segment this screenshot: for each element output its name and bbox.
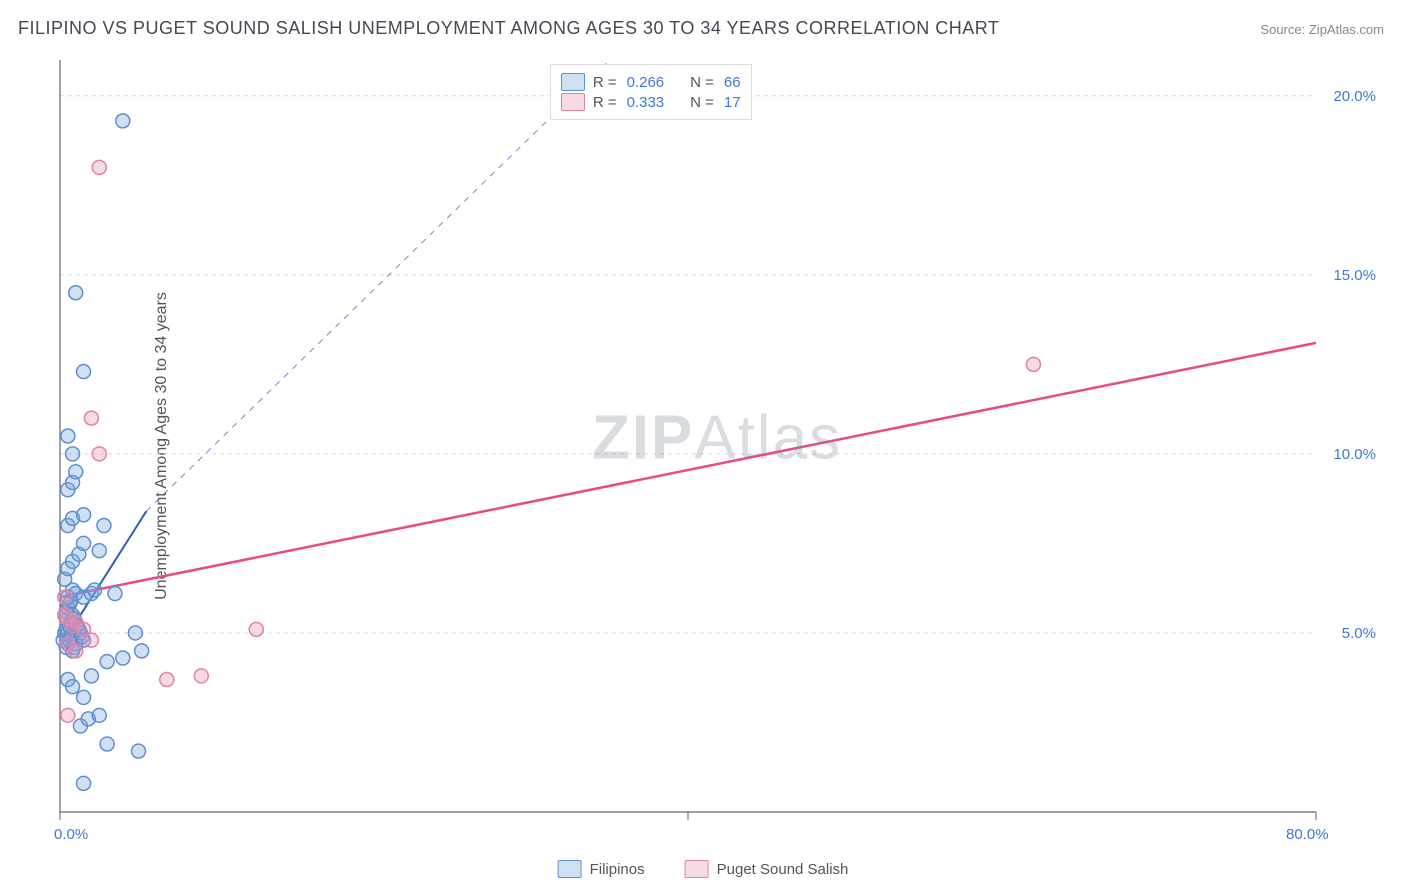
legend-label: Puget Sound Salish <box>717 861 849 878</box>
plot-area: 5.0%10.0%15.0%20.0% ZIPAtlas R =0.266N =… <box>48 48 1386 842</box>
scatter-plot-svg: 5.0% 10.0% 15.0% 20.0% <box>48 48 1386 842</box>
x-axis-max-label: 80.0% <box>1286 826 1329 843</box>
series-legend: Filipinos Puget Sound Salish <box>558 860 849 878</box>
svg-text:15.0%: 15.0% <box>1333 267 1376 284</box>
x-axis-origin-label: 0.0% <box>54 826 88 843</box>
chart-title: FILIPINO VS PUGET SOUND SALISH UNEMPLOYM… <box>18 18 999 39</box>
legend-item-salish: Puget Sound Salish <box>685 860 849 878</box>
svg-text:20.0%: 20.0% <box>1333 88 1376 105</box>
correlation-legend: R =0.266N =66R =0.333N =17 <box>550 64 752 120</box>
legend-label: Filipinos <box>590 861 645 878</box>
source-attribution: Source: ZipAtlas.com <box>1260 22 1384 37</box>
legend-item-filipinos: Filipinos <box>558 860 645 878</box>
source-link[interactable]: ZipAtlas.com <box>1309 22 1384 37</box>
legend-swatch-icon <box>558 860 582 878</box>
legend-swatch-icon <box>685 860 709 878</box>
svg-text:5.0%: 5.0% <box>1342 625 1376 642</box>
svg-text:10.0%: 10.0% <box>1333 446 1376 463</box>
source-label: Source: <box>1260 22 1305 37</box>
